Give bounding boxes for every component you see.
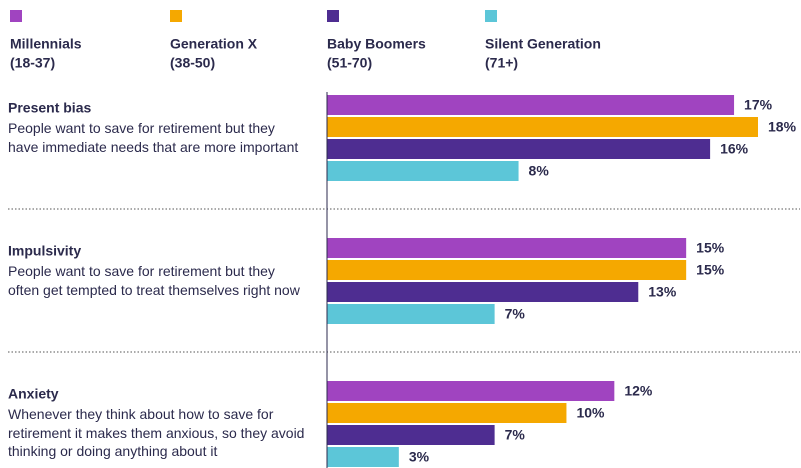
legend-swatch xyxy=(10,10,22,22)
category-description: Whenever they think about how to save fo… xyxy=(8,406,305,459)
bar xyxy=(327,381,615,401)
category-description: People want to save for retirement but t… xyxy=(8,263,300,298)
bar xyxy=(327,260,687,280)
bar xyxy=(327,447,399,467)
category-title: Impulsivity xyxy=(8,243,81,259)
legend-label: Generation X xyxy=(170,36,258,52)
category-description: People want to save for retirement but t… xyxy=(8,120,299,155)
value-label: 10% xyxy=(576,405,605,421)
legend-age: (18-37) xyxy=(10,55,55,71)
value-label: 18% xyxy=(768,119,797,135)
value-label: 15% xyxy=(696,262,725,278)
legend-age: (71+) xyxy=(485,55,518,71)
legend-swatch xyxy=(170,10,182,22)
bar xyxy=(327,425,495,445)
legend-label: Silent Generation xyxy=(485,36,601,52)
category-title: Anxiety xyxy=(8,386,59,402)
bar xyxy=(327,304,495,324)
legend-label: Baby Boomers xyxy=(327,36,426,52)
legend-age: (51-70) xyxy=(327,55,372,71)
value-label: 3% xyxy=(409,449,430,465)
bar xyxy=(327,117,758,137)
value-label: 13% xyxy=(648,284,677,300)
value-label: 7% xyxy=(505,306,526,322)
bar xyxy=(327,403,567,423)
value-label: 16% xyxy=(720,141,749,157)
legend-label: Millennials xyxy=(10,36,82,52)
legend-age: (38-50) xyxy=(170,55,215,71)
bar xyxy=(327,161,519,181)
value-label: 7% xyxy=(505,427,526,443)
legend-swatch xyxy=(327,10,339,22)
bar xyxy=(327,139,711,159)
value-label: 17% xyxy=(744,97,773,113)
category-title: Present bias xyxy=(8,100,91,116)
value-label: 15% xyxy=(696,240,725,256)
bar xyxy=(327,238,687,258)
value-label: 12% xyxy=(624,383,653,399)
bar xyxy=(327,95,735,115)
value-label: 8% xyxy=(529,163,550,179)
legend-swatch xyxy=(485,10,497,22)
bar xyxy=(327,282,639,302)
